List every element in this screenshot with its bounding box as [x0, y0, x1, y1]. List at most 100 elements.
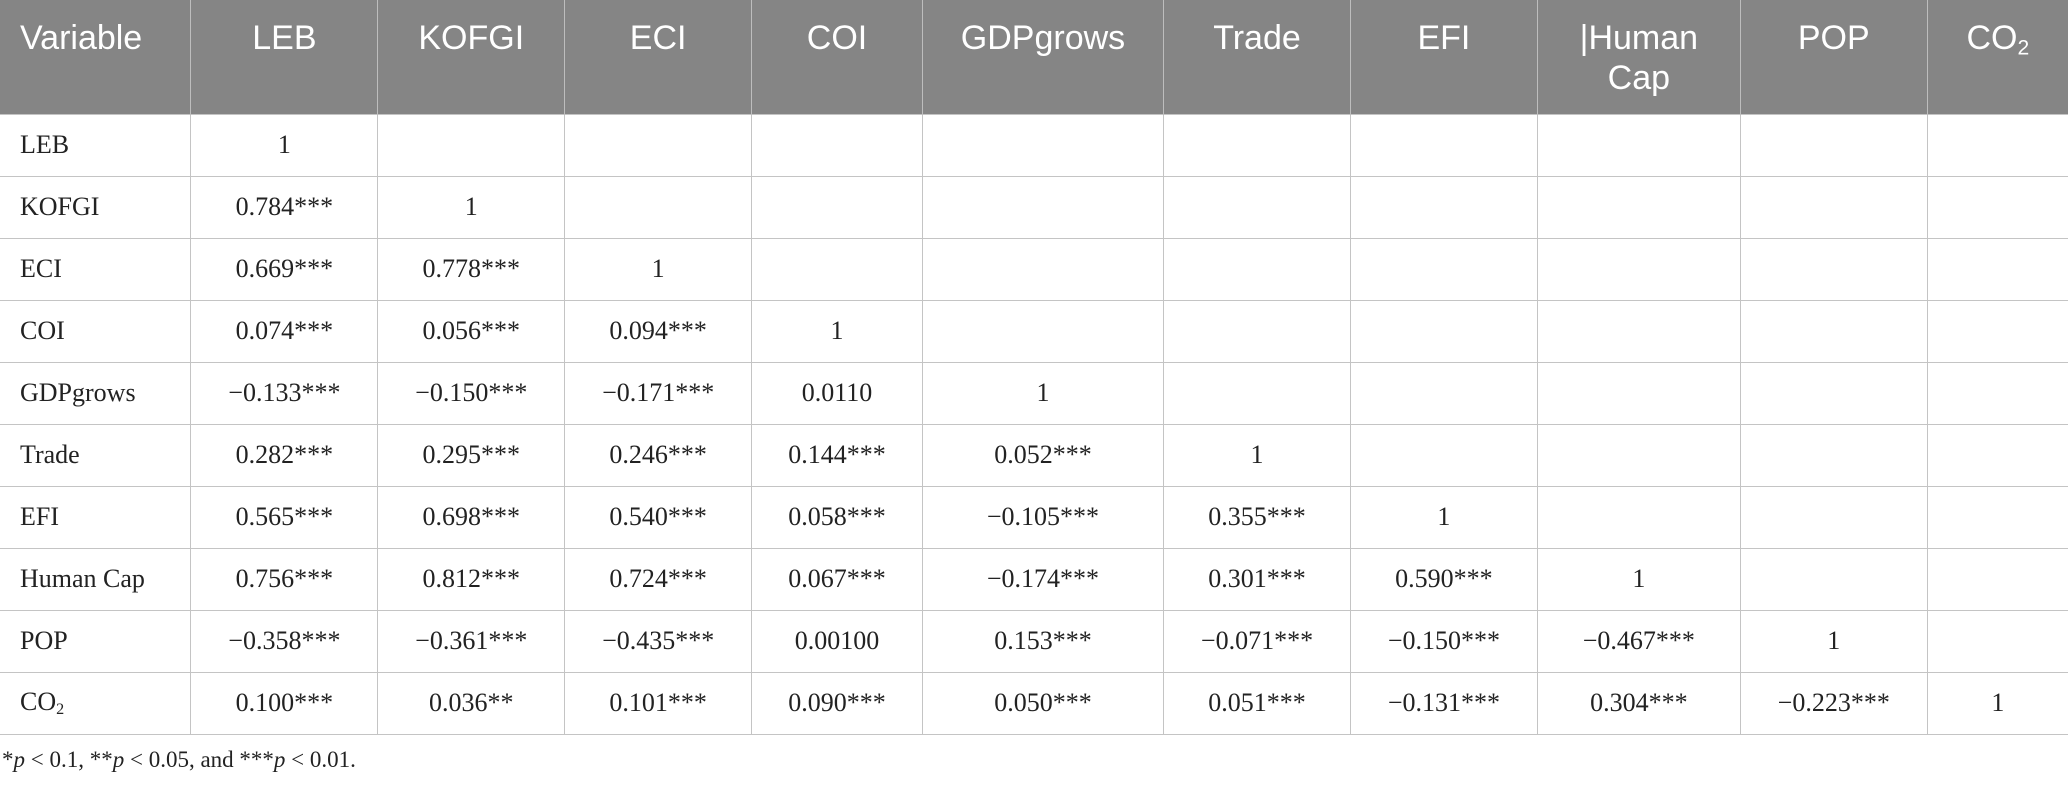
correlation-cell: 0.051*** [1163, 671, 1351, 735]
correlation-cell: 0.756*** [190, 547, 378, 610]
correlation-cell [1739, 547, 1928, 610]
correlation-cell [1349, 299, 1538, 362]
correlation-cell: 0.724*** [564, 547, 752, 610]
correlation-cell [751, 113, 923, 176]
correlation-cell [1926, 423, 2068, 486]
correlation-cell: −0.150*** [377, 361, 565, 424]
correlation-cell [1536, 237, 1741, 300]
correlation-cell: 0.074*** [190, 299, 378, 362]
correlation-cell [1926, 547, 2068, 610]
table-row: POP −0.358*** −0.361*** −0.435*** 0.00100 0.1… [0, 609, 2068, 672]
row-label-text: Human Cap [20, 564, 145, 593]
correlation-cell [1926, 485, 2068, 548]
correlation-cell [1536, 299, 1741, 362]
column-header-eci: ECI [564, 0, 752, 114]
footnote-star-1: * [2, 746, 14, 772]
correlation-cell [1739, 237, 1928, 300]
correlation-cell: 0.101*** [564, 671, 752, 735]
row-label: GDPgrows [0, 361, 191, 424]
footnote-text-1: < 0.1, [25, 746, 90, 772]
correlation-cell: 1 [377, 175, 565, 238]
correlation-cell [1926, 237, 2068, 300]
column-header-label: |Human Cap [1579, 19, 1699, 97]
correlation-cell: −0.467*** [1536, 609, 1741, 672]
correlation-cell [751, 175, 923, 238]
correlation-cell [1536, 485, 1741, 548]
table-row: EFI 0.565*** 0.698*** 0.540*** 0.058*** −0.10… [0, 485, 2068, 548]
footnote-p-3: p [273, 746, 286, 772]
correlation-cell: 0.282*** [190, 423, 378, 486]
row-label-text: GDPgrows [20, 378, 136, 407]
correlation-cell: 0.669*** [190, 237, 378, 300]
column-header-pop: POP [1739, 0, 1928, 114]
table-row: ECI 0.669*** 0.778*** 1 [0, 237, 2068, 300]
column-header-label: LEB [252, 19, 317, 57]
correlation-cell: 1 [751, 299, 923, 362]
column-header-leb: LEB [190, 0, 378, 114]
table-row: Human Cap 0.756*** 0.812*** 0.724*** 0.067**… [0, 547, 2068, 610]
correlation-cell: 0.056*** [377, 299, 565, 362]
correlation-cell [1163, 361, 1351, 424]
correlation-cell: −0.133*** [190, 361, 378, 424]
correlation-cell [921, 299, 1164, 362]
correlation-cell: 0.0110 [751, 361, 923, 424]
correlation-cell [1739, 361, 1928, 424]
correlation-cell: 0.778*** [377, 237, 565, 300]
correlation-cell: 1 [1163, 423, 1351, 486]
correlation-cell [1536, 175, 1741, 238]
correlation-cell [1739, 113, 1928, 176]
significance-footnote: *p < 0.1, **p < 0.05, and ***p < 0.01. [2, 747, 2068, 773]
correlation-cell: 0.036** [377, 671, 565, 735]
correlation-cell: 0.246*** [564, 423, 752, 486]
correlation-cell: −0.071*** [1163, 609, 1351, 672]
correlation-table-figure: Variable LEB KOFGI ECI COI GDPgrows Trade EFI |H… [0, 0, 2068, 773]
correlation-cell [1163, 175, 1351, 238]
footnote-text-3: < 0.01. [285, 746, 356, 772]
row-label-text: ECI [20, 254, 62, 283]
correlation-cell [751, 237, 923, 300]
column-header-subscript: 2 [2017, 36, 2030, 60]
correlation-cell: 1 [1739, 609, 1928, 672]
correlation-cell: −0.361*** [377, 609, 565, 672]
footnote-star-2: ** [89, 746, 113, 772]
row-label: EFI [0, 485, 191, 548]
correlation-cell [1349, 237, 1538, 300]
correlation-cell: −0.174*** [921, 547, 1164, 610]
correlation-cell: 0.067*** [751, 547, 923, 610]
correlation-cell [1926, 361, 2068, 424]
row-label-text: COI [20, 316, 65, 345]
footnote-star-3: *** [239, 746, 274, 772]
correlation-cell [1349, 423, 1538, 486]
column-header-label: KOFGI [418, 19, 525, 57]
column-header-label: EFI [1417, 19, 1471, 57]
correlation-cell: 0.812*** [377, 547, 565, 610]
table-row: COI 0.074*** 0.056*** 0.094*** 1 [0, 299, 2068, 362]
table-row: CO2 0.100*** 0.036** 0.101*** 0.090*** 0.050*… [0, 671, 2068, 735]
column-header-gdpgrows: GDPgrows [921, 0, 1164, 114]
correlation-cell: 0.153*** [921, 609, 1164, 672]
correlation-cell: 0.052*** [921, 423, 1164, 486]
correlation-cell [921, 113, 1164, 176]
correlation-cell: 0.355*** [1163, 485, 1351, 548]
correlation-cell [564, 175, 752, 238]
column-header-label: Variable [20, 19, 143, 57]
column-header-label: COI [806, 19, 868, 57]
row-label: POP [0, 609, 191, 672]
correlation-cell [1739, 299, 1928, 362]
correlation-cell: −0.131*** [1349, 671, 1538, 735]
correlation-cell: 0.698*** [377, 485, 565, 548]
correlation-cell: 0.144*** [751, 423, 923, 486]
row-label: LEB [0, 113, 191, 176]
correlation-cell: 1 [190, 113, 378, 176]
correlation-cell [921, 237, 1164, 300]
correlation-cell [1163, 237, 1351, 300]
column-header-efi: EFI [1349, 0, 1538, 114]
row-label-text: Trade [20, 440, 80, 469]
correlation-cell: 1 [564, 237, 752, 300]
header-row: Variable LEB KOFGI ECI COI GDPgrows Trade EFI |H… [0, 0, 2068, 114]
row-label-text: POP [20, 626, 68, 655]
row-label-text: CO [20, 686, 57, 716]
row-label: Trade [0, 423, 191, 486]
correlation-cell: −0.223*** [1739, 671, 1928, 735]
table-row: GDPgrows −0.133*** −0.150*** −0.171*** 0.011… [0, 361, 2068, 424]
